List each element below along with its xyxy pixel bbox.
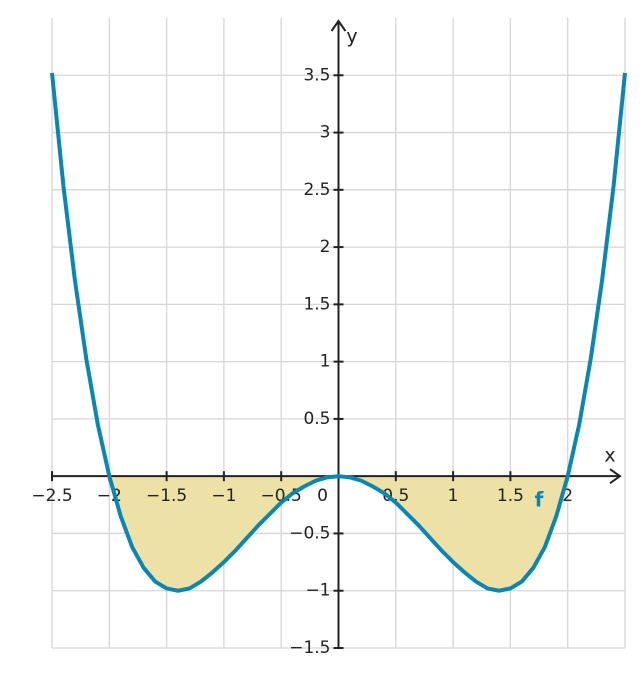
- x-tick-label: 2: [562, 486, 573, 506]
- y-tick-label: 1: [320, 352, 331, 372]
- area-layer: [109, 476, 568, 591]
- y-tick-label: 2: [320, 237, 331, 257]
- area: [109, 476, 568, 591]
- axes: −2.5 −2 −1.5 −1 −0.5 0 0.5 1 1.5 2−1.5−1−0.50.511…: [31, 19, 622, 658]
- x-tick-label: −2.5: [31, 486, 72, 506]
- x-tick-label: −1.5: [146, 486, 187, 506]
- y-tick-label: 1.5: [303, 294, 330, 314]
- curve: [50, 72, 627, 593]
- x-tick-label: 1: [448, 486, 459, 506]
- x-tick-label: 0.5: [382, 486, 409, 506]
- y-tick-label: −0.5: [289, 523, 330, 543]
- y-tick-label: −1.5: [289, 638, 330, 658]
- x-tick-label: −0.5: [261, 486, 302, 506]
- x-axis-arrow: [609, 468, 622, 485]
- y-tick-label: −1: [305, 581, 330, 601]
- y-axis-label: y: [346, 26, 357, 48]
- x-tick-label: −1: [211, 486, 236, 506]
- x-tick-label: 0: [317, 486, 328, 506]
- y-tick-label: 0.5: [303, 409, 330, 429]
- y-axis-arrow: [330, 19, 347, 32]
- y-tick-label: 3.5: [303, 65, 330, 85]
- curve-label: f: [535, 488, 544, 512]
- plot-layer: f: [50, 72, 627, 593]
- y-tick-label: 3: [320, 123, 331, 143]
- y-tick-label: 2.5: [303, 180, 330, 200]
- x-axis-label: x: [604, 445, 615, 467]
- x-tick-label: 1.5: [497, 486, 524, 506]
